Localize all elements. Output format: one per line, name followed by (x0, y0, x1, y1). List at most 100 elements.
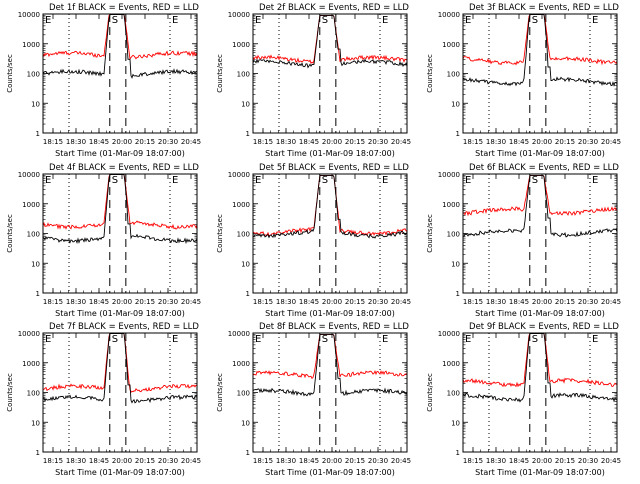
x-tick-label: 20:45 (601, 457, 621, 465)
chart-title: Det 7f BLACK = Events, RED = LLD (49, 322, 199, 332)
x-tick-label: 18:15 (43, 298, 63, 306)
plot-frame (252, 332, 408, 453)
chart-title: Det 5f BLACK = Events, RED = LLD (259, 163, 409, 173)
x-tick-label: 20:15 (135, 298, 155, 306)
marker-label: E (465, 175, 471, 186)
y-tick-label: 100 (237, 231, 250, 239)
y-axis-label: Counts/sec (216, 54, 224, 93)
y-axis-label: Counts/sec (216, 214, 224, 253)
marker-label: S (532, 175, 538, 186)
marker-label: S (322, 175, 328, 186)
x-tick-label: 18:15 (253, 138, 273, 146)
x-tick-label: 20:15 (135, 457, 155, 465)
x-tick-label: 18:30 (486, 138, 506, 146)
x-axis-label: Start Time (01-Mar-09 18:07:00) (265, 468, 395, 477)
x-tick-label: 20:15 (555, 298, 575, 306)
chart-title: Det 8f BLACK = Events, RED = LLD (259, 322, 409, 332)
series-line (253, 174, 407, 239)
plot-frame (42, 173, 198, 294)
x-tick-label: 20:00 (112, 138, 132, 146)
y-tick-label: 100 (27, 71, 40, 79)
y-axis-label: Counts/sec (6, 214, 14, 253)
marker-label: S (112, 15, 118, 26)
x-tick-label: 20:45 (181, 457, 201, 465)
series-group (463, 174, 617, 238)
marker-label: E (45, 15, 51, 26)
x-tick-label: 20:00 (322, 457, 342, 465)
y-tick-label: 1 (456, 290, 460, 298)
y-tick-label: 10 (241, 100, 250, 108)
marker-label: E (255, 175, 261, 186)
marker-label: S (322, 334, 328, 345)
x-tick-label: 20:00 (532, 298, 552, 306)
x-tick-label: 20:45 (181, 138, 201, 146)
x-tick-label: 20:30 (368, 457, 388, 465)
x-tick-label: 18:30 (66, 457, 86, 465)
y-tick-label: 1 (246, 130, 250, 138)
x-tick-label: 20:00 (112, 457, 132, 465)
y-tick-label: 10000 (228, 171, 250, 179)
x-tick-label: 20:15 (345, 298, 365, 306)
x-tick-label: 20:30 (578, 138, 598, 146)
plot-frame (42, 13, 198, 134)
x-tick-label: 18:45 (509, 138, 529, 146)
chart-title: Det 4f BLACK = Events, RED = LLD (49, 163, 199, 173)
x-axis-label: Start Time (01-Mar-09 18:07:00) (475, 149, 605, 158)
x-tick-label: 18:45 (509, 457, 529, 465)
y-tick-label: 1 (246, 449, 250, 457)
chart-title: Det 6f BLACK = Events, RED = LLD (469, 163, 619, 173)
y-tick-label: 10000 (18, 171, 40, 179)
y-axis-label: Counts/sec (6, 373, 14, 412)
marker-label: E (592, 175, 598, 186)
marker-label: E (255, 15, 261, 26)
x-tick-label: 18:15 (253, 457, 273, 465)
x-tick-label: 20:30 (368, 138, 388, 146)
x-tick-label: 18:45 (299, 457, 319, 465)
y-tick-label: 1 (36, 449, 40, 457)
marker-label: E (382, 15, 388, 26)
marker-label: S (322, 15, 328, 26)
chart-title: Det 9f BLACK = Events, RED = LLD (469, 322, 619, 332)
chart-panel: Det 8f BLACK = Events, RED = LLD Counts/s… (216, 322, 411, 477)
x-tick-label: 20:00 (532, 138, 552, 146)
x-tick-label: 18:30 (276, 298, 296, 306)
x-tick-label: 20:30 (368, 298, 388, 306)
marker-label: E (592, 334, 598, 345)
y-tick-label: 10000 (228, 11, 250, 19)
x-tick-label: 18:45 (509, 298, 529, 306)
y-tick-label: 1 (456, 449, 460, 457)
series-group (253, 333, 407, 397)
x-tick-label: 18:30 (66, 138, 86, 146)
marker-label: E (592, 15, 598, 26)
y-tick-label: 100 (237, 71, 250, 79)
marker-label: E (382, 175, 388, 186)
marker-label: S (532, 334, 538, 345)
x-axis-label: Start Time (01-Mar-09 18:07:00) (475, 468, 605, 477)
y-tick-label: 100 (447, 390, 460, 398)
y-tick-label: 100 (447, 231, 460, 239)
x-tick-label: 20:00 (532, 457, 552, 465)
marker-label: E (45, 175, 51, 186)
marker-label: E (45, 334, 51, 345)
x-tick-label: 18:30 (486, 457, 506, 465)
x-tick-label: 20:00 (322, 138, 342, 146)
y-tick-label: 10 (241, 419, 250, 427)
y-tick-label: 100 (237, 390, 250, 398)
marker-label: E (465, 15, 471, 26)
x-tick-label: 18:30 (66, 298, 86, 306)
x-tick-label: 20:00 (112, 298, 132, 306)
x-tick-label: 18:15 (253, 298, 273, 306)
x-tick-label: 20:30 (578, 298, 598, 306)
x-tick-label: 20:45 (391, 298, 411, 306)
marker-label: S (532, 15, 538, 26)
chart-panel: Det 7f BLACK = Events, RED = LLD Counts/s… (6, 322, 201, 477)
y-tick-label: 10 (31, 260, 40, 268)
y-tick-label: 1000 (232, 360, 250, 368)
x-tick-label: 18:30 (486, 298, 506, 306)
marker-label: E (382, 334, 388, 345)
y-tick-label: 10000 (438, 11, 460, 19)
x-tick-label: 18:15 (43, 457, 63, 465)
series-line (253, 14, 407, 69)
